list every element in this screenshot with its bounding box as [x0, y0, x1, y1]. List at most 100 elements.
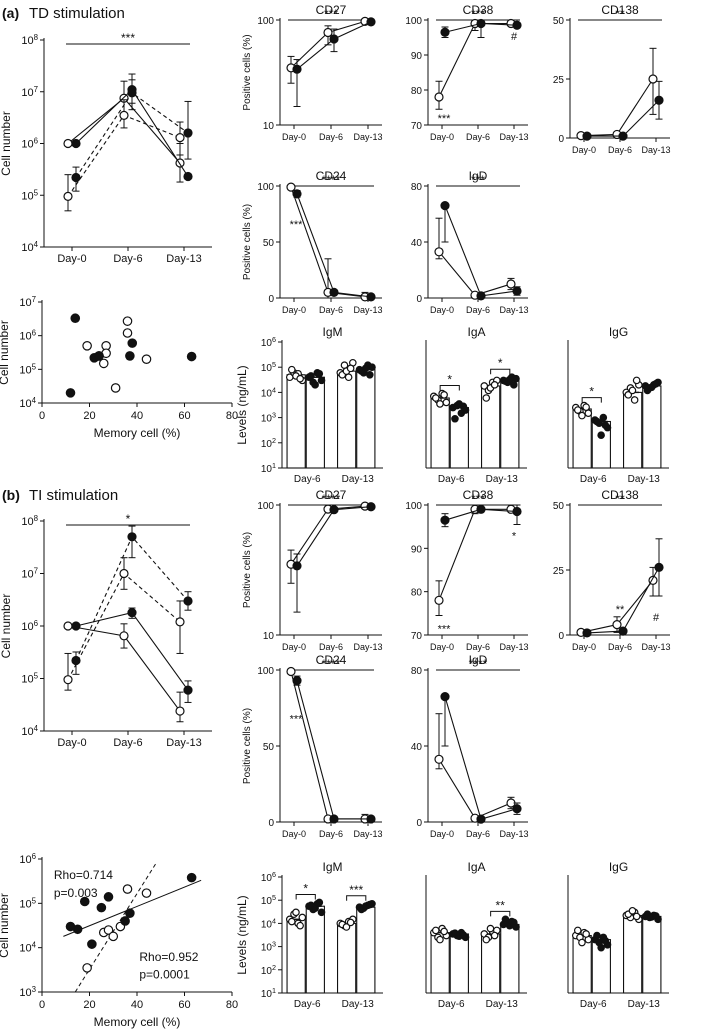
- data-point: [512, 286, 522, 296]
- scatter-point: [98, 358, 109, 369]
- chart-a-IgA: IgA Day-6 Day-13 * *: [425, 325, 527, 485]
- bar-point: [442, 398, 451, 407]
- y-tick-label: 50: [263, 742, 275, 753]
- x-tick-label: Day-13: [166, 253, 201, 265]
- x-tick-label: Day-13: [628, 474, 661, 485]
- x-tick-label: Day-6: [466, 132, 490, 142]
- data-point: [618, 626, 628, 636]
- significance-label: **: [615, 7, 625, 21]
- chart-a-CD38: CD38 70 80 90 100 Day-0 Day-6 Day-13 *** *** #: [405, 3, 528, 142]
- data-point: [183, 685, 193, 695]
- bar-point: [510, 381, 518, 389]
- regression-line: [63, 879, 202, 937]
- x-tick-label: Day-13: [499, 305, 528, 315]
- bar-point: [296, 921, 304, 930]
- scatter-point: [72, 924, 83, 935]
- y-tick-label: 50: [553, 16, 565, 27]
- x-tick-label: Day-6: [319, 642, 343, 652]
- bar-point: [501, 915, 510, 924]
- scatter-point: [87, 939, 97, 949]
- x-tick-label: Day-6: [319, 305, 343, 315]
- data-point: [476, 291, 486, 301]
- bar-point: [578, 938, 586, 947]
- bar: [449, 933, 469, 994]
- y-tick-label: 0: [558, 134, 564, 145]
- scatter-point: [103, 925, 114, 935]
- series-line: [580, 78, 654, 137]
- y-tick-label: 104: [21, 240, 38, 254]
- y-axis-title: Levels (ng/mL): [235, 895, 249, 974]
- x-tick-label: Day-0: [282, 829, 306, 839]
- y-tick-label: 50: [553, 501, 565, 512]
- y-tick-label: 105: [21, 672, 38, 686]
- chart-a-CD27: CD27 10 100 Positive cells (%) Day-0 Day-6 Day…: [242, 3, 383, 142]
- y-axis-title: Positive cells (%): [242, 708, 253, 784]
- scatter-point: [94, 351, 104, 361]
- chart-b-IgA: IgA Day-6 Day-13 **: [425, 860, 527, 1010]
- series-line: [75, 611, 189, 691]
- y-tick-label: 104: [21, 724, 38, 738]
- x-tick-label: Day-6: [466, 305, 490, 315]
- chart-title: CD24: [316, 653, 347, 667]
- significance-label: *: [126, 512, 131, 526]
- bar-point: [652, 912, 660, 920]
- scatter-point: [82, 963, 92, 973]
- significance-bracket: [581, 397, 602, 403]
- data-point: [440, 201, 450, 211]
- data-point: [366, 292, 376, 302]
- series-line: [296, 193, 372, 298]
- y-tick-label: 101: [261, 986, 276, 1000]
- y-tick-label: 106: [19, 329, 36, 343]
- x-tick-label: Day-0: [430, 305, 454, 315]
- significance-label: **: [615, 492, 625, 506]
- data-point: [434, 247, 444, 257]
- x-tick-label: 40: [131, 999, 143, 1011]
- data-point: [329, 34, 339, 44]
- correlation-annotation: p=0.003: [54, 886, 98, 900]
- y-tick-label: 70: [411, 631, 423, 642]
- bar-point: [490, 931, 499, 940]
- bar-point: [342, 923, 351, 931]
- x-axis-title: Memory cell (%): [94, 426, 181, 440]
- scatter-point: [79, 896, 90, 907]
- chart-title: CD27: [316, 3, 347, 17]
- x-tick-label: Day-13: [628, 999, 661, 1010]
- bar-point: [482, 394, 491, 402]
- y-tick-label: 40: [411, 742, 423, 753]
- bar-point: [311, 904, 319, 913]
- x-axis-title: Memory cell (%): [94, 1015, 181, 1029]
- bar: [430, 397, 450, 469]
- series-line: [586, 567, 660, 634]
- x-tick-label: Day-6: [438, 474, 465, 485]
- data-point: [512, 20, 522, 30]
- regression-line: [74, 863, 157, 993]
- significance-label: *: [498, 356, 503, 370]
- y-tick-label: 0: [558, 631, 564, 642]
- significance-bracket: [490, 910, 511, 917]
- significance-label: ***: [121, 31, 135, 45]
- chart-title: IgA: [467, 325, 485, 339]
- bar-point: [315, 369, 324, 378]
- x-tick-label: Day-13: [353, 642, 382, 652]
- x-tick-label: Day-6: [608, 642, 632, 652]
- bar: [356, 906, 376, 994]
- significance-label: ***: [349, 883, 363, 897]
- x-tick-label: Day-13: [353, 829, 382, 839]
- y-tick-label: 105: [261, 360, 276, 374]
- chart-b-CD138: CD138 0 25 50 Day-0 Day-6 Day-13 ** ** #: [553, 488, 671, 652]
- significance-label: ****: [322, 657, 341, 671]
- data-point: [440, 27, 450, 37]
- x-tick-label: Day-13: [499, 132, 528, 142]
- data-point: [175, 706, 185, 716]
- y-tick-label: 100: [405, 501, 422, 512]
- bar-point: [578, 411, 586, 420]
- data-point: [175, 617, 185, 627]
- x-tick-label: Day-6: [608, 145, 632, 155]
- bar-point: [346, 918, 355, 927]
- data-point: [582, 628, 592, 638]
- bar-point: [582, 930, 590, 938]
- data-point: [512, 804, 522, 814]
- panel-a-title: TD stimulation: [29, 5, 125, 22]
- bar-point: [296, 374, 304, 383]
